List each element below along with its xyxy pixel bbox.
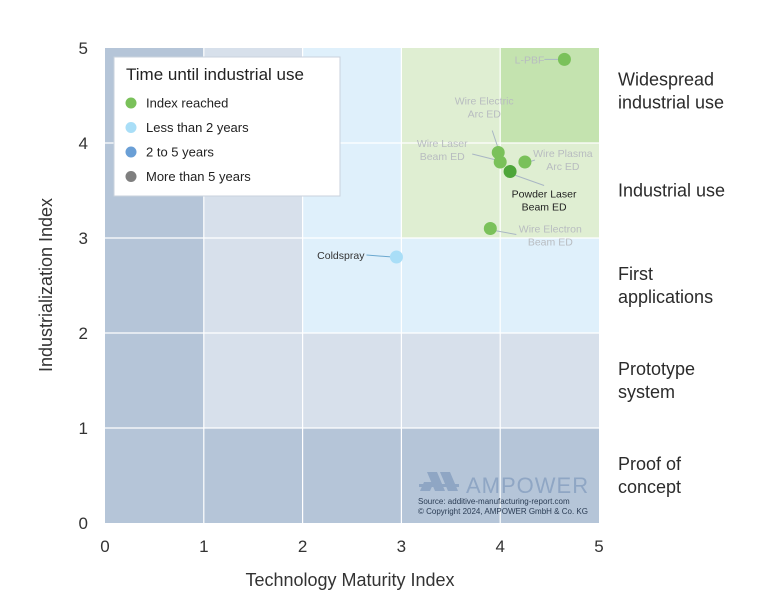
y-tick-label: 3 (79, 229, 88, 248)
legend-marker (125, 97, 137, 109)
y-tick-label: 0 (79, 514, 88, 533)
data-point (493, 155, 507, 169)
data-point (503, 165, 517, 178)
point-connector (366, 254, 393, 258)
stage-label: Widespread industrial use (618, 69, 724, 112)
point-label: Wire Electron Beam ED (519, 224, 582, 249)
stage-label: Industrial use (618, 181, 725, 201)
legend: Time until industrial use Index reached L… (113, 56, 341, 197)
legend-item-label: Less than 2 years (146, 120, 249, 135)
legend-items: Index reached Less than 2 years 2 to 5 yea… (125, 96, 251, 184)
y-tick-labels: 0 1 2 3 4 5 (79, 39, 88, 533)
brand-block: AMPOWER Source: additive-manufacturing-r… (418, 472, 589, 516)
y-tick-label: 4 (79, 134, 88, 153)
stage-labels: Widespread industrial use Industrial use Fi… (618, 69, 725, 497)
x-tick-label: 0 (100, 537, 109, 556)
data-point (483, 222, 497, 235)
legend-marker (125, 122, 137, 133)
point-label: Coldspray (317, 250, 365, 262)
legend-marker (125, 171, 137, 182)
data-point (518, 155, 532, 169)
bg-prototype-band (105, 428, 599, 523)
x-tick-label: 5 (594, 537, 603, 556)
point-label: L-PBF (515, 54, 545, 66)
data-point (389, 250, 403, 264)
point-connector (491, 130, 499, 149)
y-tick-label: 1 (79, 419, 88, 438)
brand-name: AMPOWER (466, 473, 589, 498)
legend-item-label: 2 to 5 years (146, 145, 214, 160)
point-labels: L-PBF Wire Electric Arc ED Wire Laser Beam E… (317, 54, 593, 262)
stage-label: First applications (618, 264, 713, 307)
bg-widespread-zone (500, 48, 599, 143)
data-point (557, 52, 571, 66)
point-connector (494, 230, 517, 235)
point-connector (472, 153, 497, 161)
ampower-logo-icon (419, 472, 459, 491)
x-tick-label: 4 (495, 537, 504, 556)
point-label: Wire Plasma Arc ED (533, 148, 593, 173)
y-tick-label: 5 (79, 39, 88, 58)
point-label: Powder Laser Beam ED (512, 189, 577, 214)
point-connector (512, 174, 545, 186)
y-tick-label: 2 (79, 324, 88, 343)
legend-item-label: Index reached (146, 96, 228, 111)
point-label: Wire Laser Beam ED (417, 138, 468, 163)
legend-box (113, 56, 341, 197)
x-axis-title: Technology Maturity Index (245, 570, 454, 590)
copyright-text: © Copyright 2024, AMPOWER GmbH & Co. KG (418, 507, 588, 516)
x-tick-label: 1 (199, 537, 208, 556)
point-label: Wire Electric Arc ED (455, 96, 514, 121)
legend-marker (125, 146, 137, 158)
x-tick-label: 2 (298, 537, 307, 556)
point-connectors (366, 58, 563, 258)
x-tick-labels: 0 1 2 3 4 5 (100, 537, 603, 556)
y-axis-title: Industrialization Index (36, 198, 56, 372)
legend-item-label: More than 5 years (146, 169, 251, 184)
stage-label: Prototype system (618, 359, 695, 402)
legend-title: Time until industrial use (126, 65, 304, 84)
source-text: Source: additive-manufacturing-report.co… (418, 497, 570, 506)
data-points (389, 52, 571, 264)
x-tick-label: 3 (397, 537, 406, 556)
stage-label: Proof of concept (618, 454, 682, 497)
